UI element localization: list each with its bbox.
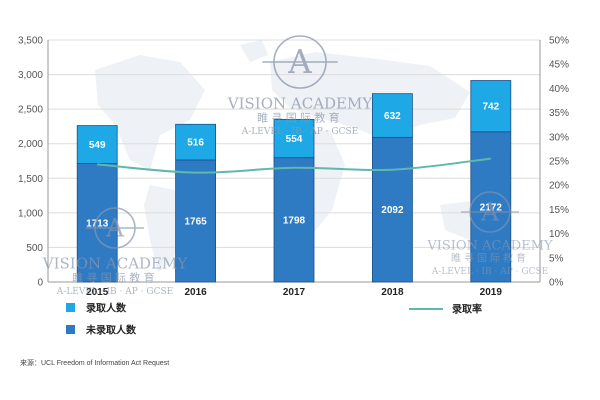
bar-value-label: 2172 — [480, 202, 503, 213]
map-continent-1 — [95, 55, 205, 170]
x-category-label: 2018 — [381, 287, 404, 298]
legend-label-admitted: 录取人数 — [86, 302, 127, 315]
y-right-tick-label: 20% — [549, 181, 569, 192]
y-left-tick-label: 3,000 — [18, 70, 43, 81]
watermark-name: VISION ACADEMY — [426, 239, 553, 254]
map-continent-6 — [240, 40, 268, 62]
legend: 录取人数 未录取人数 录取率 — [66, 302, 482, 337]
y-left-tick-label: 0 — [37, 278, 43, 289]
watermark-courses: A-LEVEL · IB · AP · GCSE — [241, 127, 358, 137]
watermark-chinese: 睢寻国际教育 — [72, 270, 158, 284]
y-left-tick-label: 1,500 — [18, 174, 43, 185]
bar-segment — [76, 163, 118, 283]
bar-value-label: 549 — [89, 140, 106, 151]
bar-segment — [175, 123, 217, 161]
y-right-tick-label: 10% — [549, 229, 569, 240]
x-category-label: 2019 — [480, 287, 503, 298]
y-left-tick-label: 3,500 — [18, 36, 43, 47]
y-right-tick-label: 35% — [549, 108, 569, 119]
bar-value-label: 1798 — [283, 215, 306, 226]
y-right-tick-label: 25% — [549, 157, 569, 168]
legend-label-rate: 录取率 — [452, 303, 482, 316]
watermark-chinese: 睢寻国际教育 — [257, 110, 343, 124]
watermark-chinese: 睢寻国际教育 — [451, 252, 529, 265]
y-right-tick-label: 45% — [549, 60, 569, 71]
bar-segment — [273, 118, 315, 159]
y-right-tick-label: 15% — [549, 205, 569, 216]
y-right-tick-label: 0% — [549, 278, 564, 289]
legend-swatch-admitted — [66, 303, 75, 312]
bar-value-label: 632 — [384, 111, 401, 122]
watermark-letter: A — [480, 197, 500, 226]
bar-value-label: 2092 — [381, 205, 404, 216]
watermark-name: VISION ACADEMY — [227, 94, 374, 112]
watermark-letter: A — [287, 43, 312, 81]
x-category-label: 2015 — [86, 287, 109, 298]
x-category-label: 2017 — [283, 287, 306, 298]
bar-segment — [76, 125, 118, 164]
bar-segment — [470, 131, 512, 283]
bar-segment — [371, 136, 413, 283]
map-continent-2 — [144, 185, 185, 272]
legend-swatch-not-admitted — [66, 325, 75, 334]
bar-segment — [371, 93, 413, 138]
watermark-courses: A-LEVEL · IB · AP · GCSE — [56, 287, 173, 297]
axes: 0 500 1,000 1,500 2,000 2,500 3,000 3,500 0% 5% 10… — [18, 36, 569, 289]
source-note: 来源：UCL Freedom of Information Act Reques… — [20, 358, 169, 367]
y-right-tick-label: 5% — [549, 253, 564, 264]
bar-value-label: 554 — [286, 134, 303, 145]
y-right-tick-label: 30% — [549, 132, 569, 143]
bar-value-label: 1765 — [184, 216, 207, 227]
bar-segment — [273, 157, 315, 283]
bar-segment — [175, 159, 217, 283]
y-right-tick-label: 40% — [549, 84, 569, 95]
watermark-courses: A-LEVEL · IB · AP · GCSE — [431, 267, 548, 277]
bar-value-label: 742 — [482, 102, 499, 113]
y-left-tick-label: 2,000 — [18, 139, 43, 150]
map-continent-3 — [270, 52, 470, 140]
y-left-tick-label: 500 — [26, 243, 43, 254]
legend-label-not-admitted: 未录取人数 — [85, 324, 137, 337]
rate-line-series — [97, 157, 491, 174]
bar-segment — [470, 80, 512, 133]
x-category-label: 2016 — [184, 287, 207, 298]
watermark-name: VISION ACADEMY — [42, 254, 189, 272]
watermark-letter: A — [105, 213, 125, 242]
y-left-tick-label: 1,000 — [18, 208, 43, 219]
y-right-tick-label: 50% — [549, 36, 569, 47]
bar-value-label: 1713 — [86, 218, 109, 229]
category-labels: 2015 2016 2017 2018 2019 — [86, 287, 502, 298]
y-left-tick-label: 2,500 — [18, 105, 43, 116]
bar-value-label: 516 — [187, 138, 204, 149]
bar-series: 1713 549 1765 516 1798 554 2092 632 2172 742 — [76, 80, 512, 283]
